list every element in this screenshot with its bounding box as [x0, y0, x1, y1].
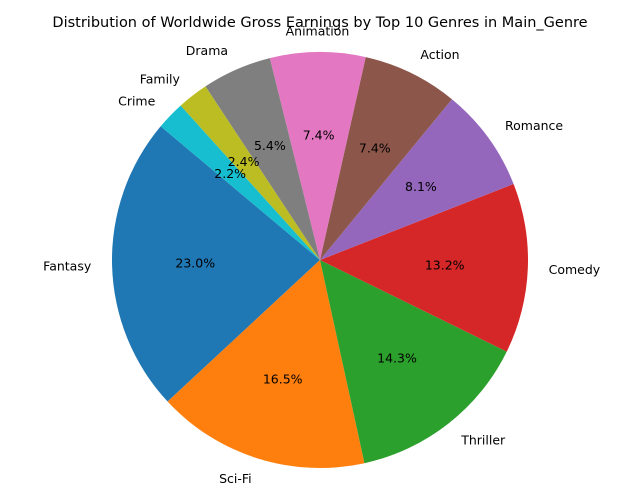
- slice-label-animation: Animation: [286, 24, 350, 39]
- pie-slice-family: [180, 86, 320, 260]
- pie-slice-action: [320, 57, 452, 260]
- slice-label-thriller: Thriller: [460, 433, 506, 448]
- pie-slice-comedy: [320, 183, 528, 352]
- slice-percent-comedy: 13.2%: [425, 258, 465, 273]
- slice-label-crime: Crime: [118, 94, 156, 109]
- pie-slice-sci-fi: [167, 260, 365, 469]
- slice-percent-family: 2.4%: [228, 154, 260, 169]
- pie-slice-thriller: [320, 260, 507, 464]
- slice-percent-fantasy: 23.0%: [175, 256, 215, 271]
- slice-percent-romance: 8.1%: [405, 179, 437, 194]
- pie-slice-fantasy: [111, 126, 320, 402]
- slice-label-fantasy: Fantasy: [43, 258, 92, 273]
- slice-label-romance: Romance: [505, 118, 563, 133]
- pie-slice-drama: [205, 58, 320, 260]
- slice-percent-animation: 7.4%: [303, 128, 335, 143]
- pie-slice-animation: [269, 52, 366, 260]
- pie-slice-crime: [160, 105, 320, 260]
- slice-label-sci-fi: Sci-Fi: [219, 471, 252, 486]
- slice-label-drama: Drama: [186, 43, 228, 58]
- slice-label-family: Family: [140, 72, 181, 87]
- slice-percent-crime: 2.2%: [214, 166, 246, 181]
- slice-label-action: Action: [420, 47, 459, 62]
- chart-title: Distribution of Worldwide Gross Earnings…: [52, 15, 587, 31]
- slice-percent-sci-fi: 16.5%: [263, 372, 303, 387]
- slice-percent-thriller: 14.3%: [377, 351, 417, 366]
- pie-slices: [111, 52, 528, 469]
- pie-labels: 23.0% Fantasy 16.5% Sci-Fi 14.3% Thriller 13.2…: [43, 24, 601, 486]
- slice-label-comedy: Comedy: [549, 262, 601, 277]
- slice-percent-drama: 5.4%: [254, 138, 286, 153]
- pie-slice-romance: [320, 99, 514, 260]
- slice-percent-action: 7.4%: [359, 140, 391, 155]
